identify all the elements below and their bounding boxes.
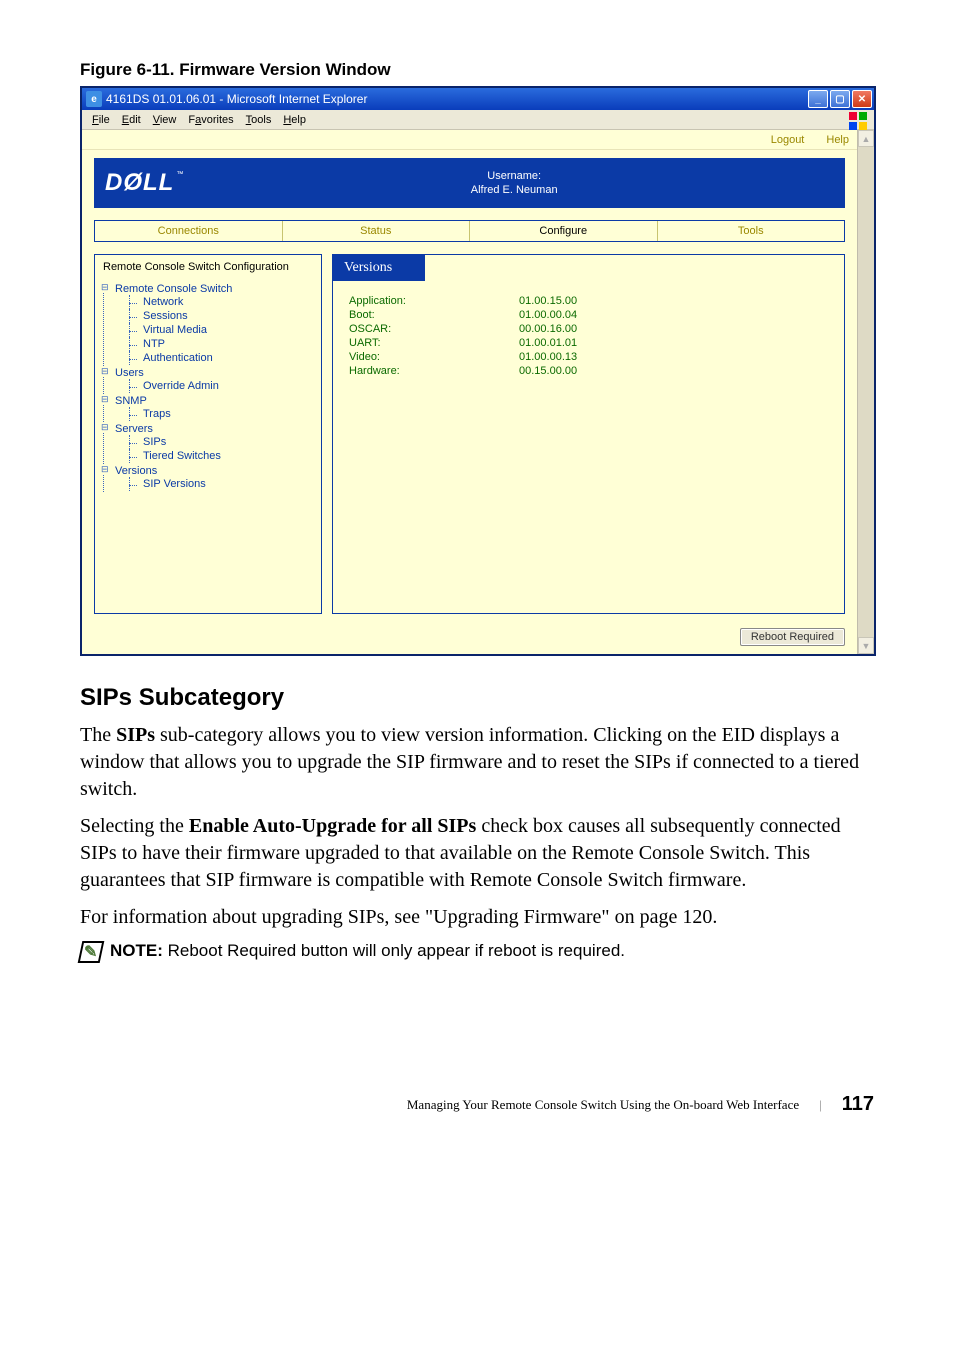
version-label: Video:	[349, 351, 519, 363]
menu-edit[interactable]: Edit	[116, 112, 147, 128]
tree-node-sessions[interactable]: Sessions	[143, 310, 188, 322]
reboot-bar: Reboot Required	[94, 628, 845, 646]
tab-tools[interactable]: Tools	[657, 221, 845, 241]
menu-tools[interactable]: Tools	[240, 112, 278, 128]
tab-configure[interactable]: Configure	[469, 221, 657, 241]
text-span: Selecting the	[80, 815, 189, 837]
close-button[interactable]: ✕	[852, 90, 872, 108]
username-block: Username: Alfred E. Neuman	[184, 169, 844, 198]
tree-node-sip-versions[interactable]: SIP Versions	[143, 478, 206, 490]
screenshot-window: e 4161DS 01.01.06.01 - Microsoft Interne…	[80, 86, 876, 656]
dell-logo: DØLL ™	[105, 169, 184, 197]
left-tree-pane: Remote Console Switch Configuration Remo…	[94, 254, 322, 614]
help-link[interactable]: Help	[826, 134, 849, 146]
tree-node-network[interactable]: Network	[143, 296, 183, 308]
version-row: OSCAR:00.00.16.00	[349, 323, 828, 335]
version-value: 01.00.15.00	[519, 295, 577, 307]
logout-link[interactable]: Logout	[771, 134, 805, 146]
minimize-button[interactable]: _	[808, 90, 828, 108]
maximize-button[interactable]: ▢	[830, 90, 850, 108]
version-row: Boot:01.00.00.04	[349, 309, 828, 321]
menu-file[interactable]: File	[86, 112, 116, 128]
paragraph-1: The SIPs sub-category allows you to view…	[80, 722, 874, 803]
version-label: Application:	[349, 295, 519, 307]
scroll-down-arrow[interactable]: ▼	[858, 637, 874, 654]
windows-flag-icon	[848, 111, 870, 129]
tm-mark: ™	[176, 171, 184, 178]
tab-status[interactable]: Status	[282, 221, 470, 241]
username-label: Username:	[184, 169, 844, 183]
tree-node-tiered-switches[interactable]: Tiered Switches	[143, 450, 221, 462]
paragraph-3: For information about upgrading SIPs, se…	[80, 904, 874, 931]
titlebar: e 4161DS 01.01.06.01 - Microsoft Interne…	[82, 88, 874, 110]
menubar: File Edit View Favorites Tools Help	[82, 110, 874, 130]
tree-node-users[interactable]: Users	[115, 367, 144, 379]
paragraph-2: Selecting the Enable Auto-Upgrade for al…	[80, 813, 874, 894]
reboot-required-button[interactable]: Reboot Required	[740, 628, 845, 646]
version-value: 00.00.16.00	[519, 323, 577, 335]
text-bold: SIPs	[116, 724, 155, 746]
tab-connections[interactable]: Connections	[95, 221, 282, 241]
tree-node-snmp[interactable]: SNMP	[115, 395, 147, 407]
menu-favorites[interactable]: Favorites	[182, 112, 239, 128]
tree-node-servers[interactable]: Servers	[115, 423, 153, 435]
tree-node-authentication[interactable]: Authentication	[143, 352, 213, 364]
tree-node-rcs[interactable]: Remote Console Switch	[115, 283, 232, 295]
tree-node-versions[interactable]: Versions	[115, 465, 157, 477]
version-row: UART:01.00.01.01	[349, 337, 828, 349]
version-row: Application:01.00.15.00	[349, 295, 828, 307]
version-row: Hardware:00.15.00.00	[349, 365, 828, 377]
version-value: 01.00.00.04	[519, 309, 577, 321]
versions-header: Versions	[333, 255, 425, 281]
page-footer: Managing Your Remote Console Switch Usin…	[80, 1093, 874, 1116]
text-bold: Enable Auto-Upgrade for all SIPs	[189, 815, 476, 837]
figure-caption: Figure 6-11. Firmware Version Window	[80, 60, 874, 80]
username-value: Alfred E. Neuman	[184, 183, 844, 197]
tree-header: Remote Console Switch Configuration	[103, 261, 315, 274]
text-span: sub-category allows you to view version …	[80, 724, 859, 800]
tree-node-override-admin[interactable]: Override Admin	[143, 380, 219, 392]
config-tree: Remote Console Switch Network Sessions V…	[103, 282, 315, 492]
window-title: 4161DS 01.01.06.01 - Microsoft Internet …	[106, 92, 808, 106]
tree-node-sips[interactable]: SIPs	[143, 436, 166, 448]
text-span: The	[80, 724, 116, 746]
version-row: Video:01.00.00.13	[349, 351, 828, 363]
note-label: NOTE:	[110, 941, 163, 960]
version-value: 01.00.01.01	[519, 337, 577, 349]
menu-view[interactable]: View	[147, 112, 183, 128]
version-label: Hardware:	[349, 365, 519, 377]
page-number: 117	[842, 1093, 874, 1116]
tree-node-virtual-media[interactable]: Virtual Media	[143, 324, 207, 336]
note-text: NOTE: Reboot Required button will only a…	[110, 941, 625, 961]
tabs: Connections Status Configure Tools	[94, 220, 845, 242]
right-content-pane: Versions Application:01.00.15.00 Boot:01…	[332, 254, 845, 614]
section-heading: SIPs Subcategory	[80, 684, 874, 712]
ie-icon: e	[86, 91, 102, 107]
note-block: ✎ NOTE: Reboot Required button will only…	[80, 941, 874, 963]
footer-separator: |	[819, 1097, 822, 1113]
version-label: Boot:	[349, 309, 519, 321]
version-label: OSCAR:	[349, 323, 519, 335]
content-area: Logout Help DØLL ™ Username: Alfred E. N…	[82, 130, 857, 654]
footer-text: Managing Your Remote Console Switch Usin…	[407, 1097, 799, 1113]
vertical-scrollbar[interactable]: ▲ ▼	[857, 130, 874, 654]
version-value: 01.00.00.13	[519, 351, 577, 363]
scroll-track[interactable]	[858, 147, 874, 637]
top-utility-bar: Logout Help	[82, 130, 857, 150]
header-band: DØLL ™ Username: Alfred E. Neuman	[94, 158, 845, 208]
version-label: UART:	[349, 337, 519, 349]
versions-table: Application:01.00.15.00 Boot:01.00.00.04…	[349, 295, 828, 377]
tree-node-traps[interactable]: Traps	[143, 408, 171, 420]
version-value: 00.15.00.00	[519, 365, 577, 377]
dell-logo-text: DØLL	[105, 169, 174, 197]
scroll-up-arrow[interactable]: ▲	[858, 130, 874, 147]
note-icon: ✎	[78, 941, 105, 963]
menu-help[interactable]: Help	[277, 112, 312, 128]
note-body: Reboot Required button will only appear …	[163, 941, 625, 960]
tree-node-ntp[interactable]: NTP	[143, 338, 165, 350]
